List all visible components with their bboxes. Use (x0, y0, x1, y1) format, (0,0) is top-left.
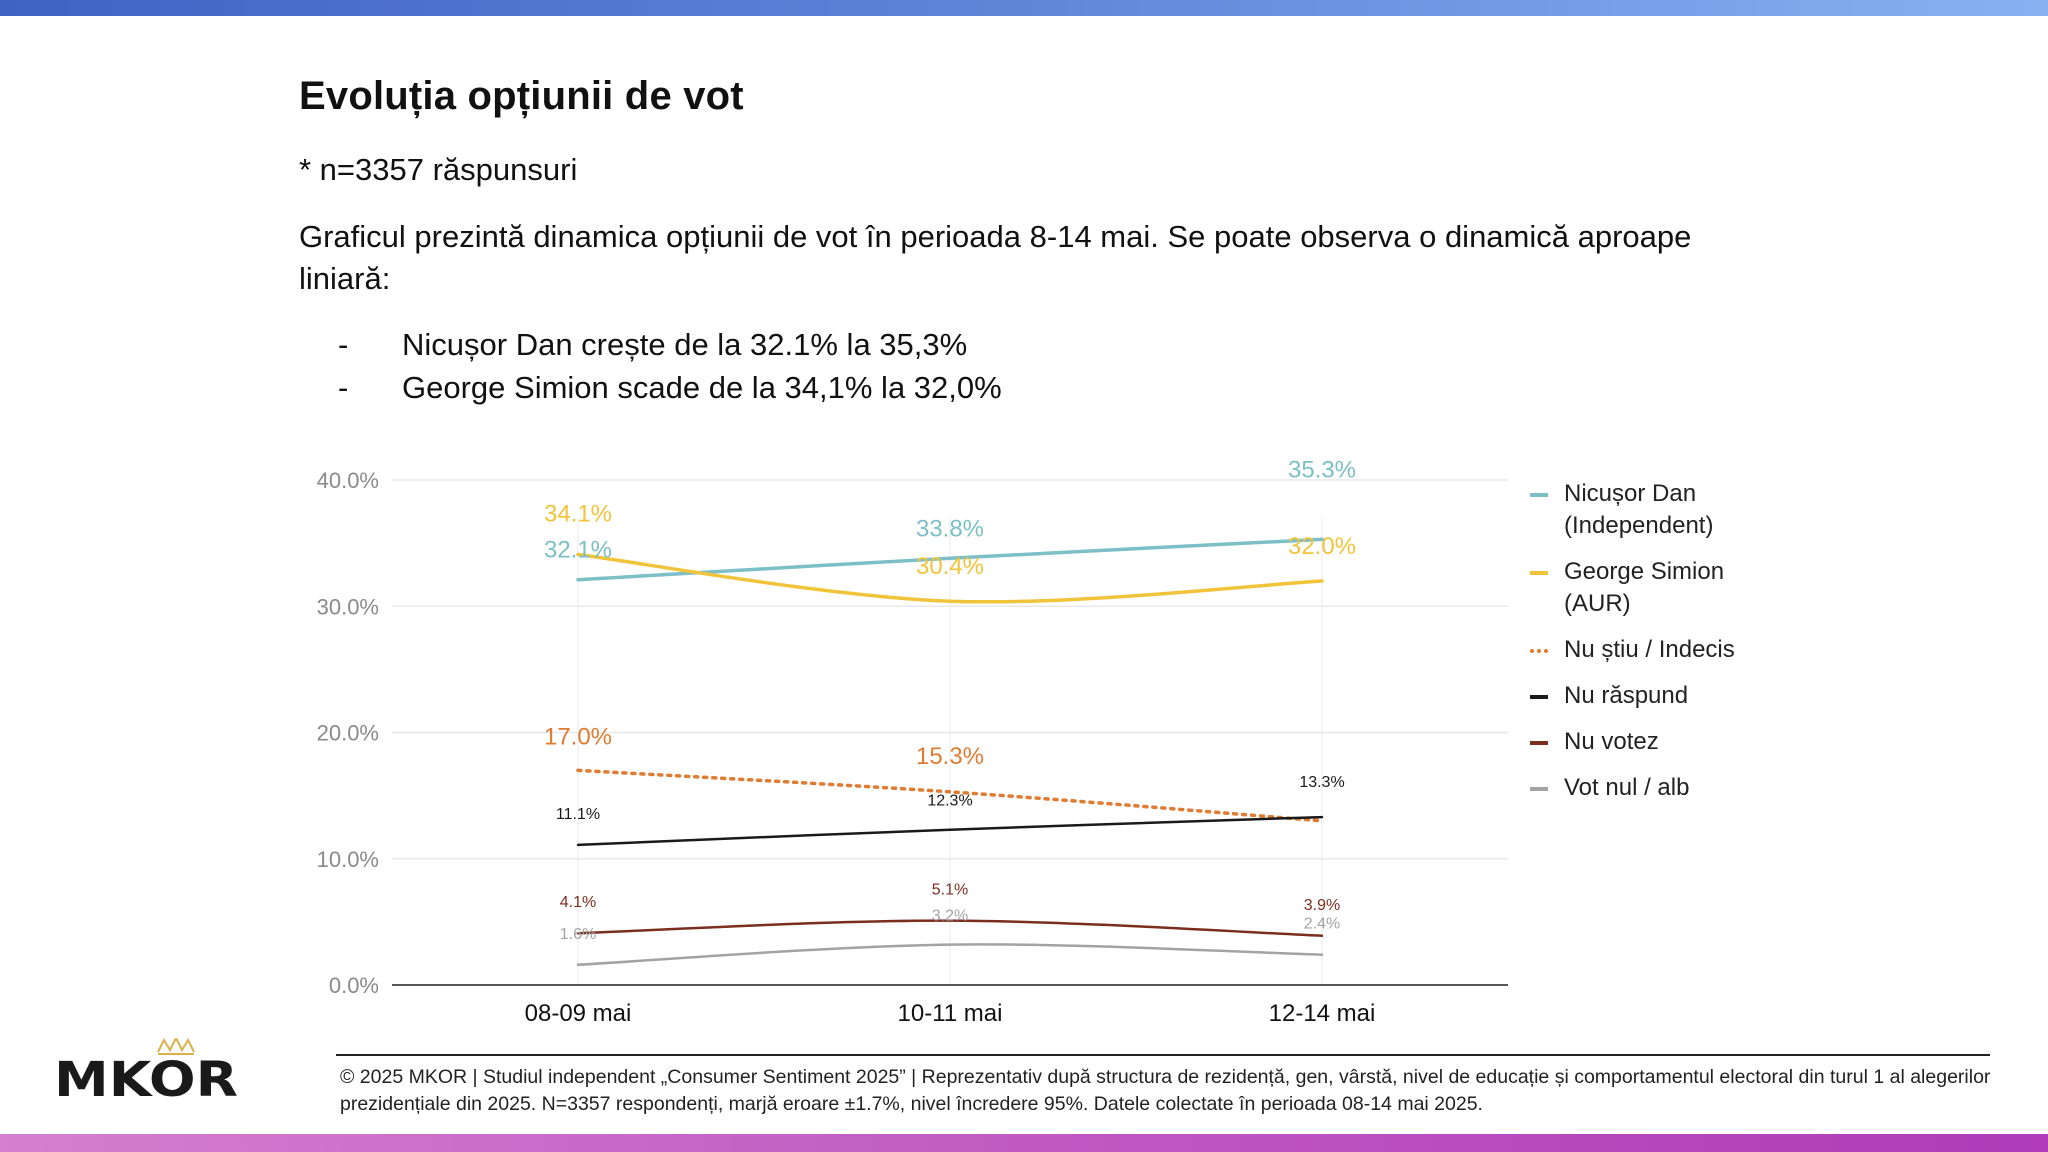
legend-label: George Simion (AUR) (1564, 558, 1725, 617)
y-tick-label: 20.0% (317, 721, 379, 746)
mkor-logo: MKOR (54, 1038, 238, 1102)
footnote: © 2025 MKOR | Studiul independent „Consu… (340, 1066, 1991, 1115)
legend-swatch (1530, 571, 1548, 575)
description: Graficul prezintă dinamica opțiunii de v… (299, 219, 1692, 296)
y-tick-label: 30.0% (317, 594, 379, 619)
legend-swatch (1530, 649, 1548, 653)
data-label: 11.1% (556, 806, 600, 823)
bullet-item: - Nicușor Dan crește de la 32.1% la 35,3… (338, 323, 1002, 366)
y-tick-label: 40.0% (317, 468, 379, 493)
data-label: 3.9% (1304, 897, 1340, 914)
bullet-text: George Simion scade de la 34,1% la 32,0% (402, 369, 1002, 405)
data-label: 2.4% (1304, 916, 1340, 933)
bullet-text: Nicușor Dan crește de la 32.1% la 35,3% (402, 326, 968, 362)
legend-swatch (1530, 741, 1548, 745)
bottom-accent-bar (0, 1134, 2048, 1152)
crown-icon (157, 1038, 195, 1055)
series-line (576, 537, 1324, 582)
sample-size: * n=3357 răspunsuri (299, 152, 578, 187)
data-label: 32.0% (1288, 533, 1356, 560)
series-line (576, 768, 1324, 823)
bullet-dash: - (338, 326, 349, 362)
legend-label: Nu răspund (1564, 682, 1689, 709)
bullet-item: - George Simion scade de la 34,1% la 32,… (338, 366, 1002, 409)
series-line (576, 919, 1324, 938)
series-line (576, 552, 1324, 604)
x-tick-label: 10-11 mai (898, 1000, 1003, 1027)
data-label: 32.1% (544, 537, 612, 564)
data-label: 3.2% (932, 908, 968, 925)
top-accent-bar (0, 0, 2048, 16)
legend-item: Nu știu / Indecis (1530, 634, 1794, 666)
legend-label: Vot nul / alb (1564, 774, 1690, 801)
data-label: 13.3% (1299, 774, 1344, 791)
x-tick-label: 12-14 mai (1269, 1000, 1376, 1027)
chart-legend: Nicușor Dan (Independent) George Simion … (1530, 478, 1794, 818)
y-tick-label: 10.0% (317, 847, 379, 872)
legend-swatch (1530, 695, 1548, 699)
data-label: 5.1% (932, 882, 968, 899)
page-title: Evoluția opțiunii de vot (299, 74, 744, 118)
legend-item: Nicușor Dan (Independent) (1530, 478, 1794, 542)
footer-divider (336, 1054, 1990, 1056)
bullet-list: - Nicușor Dan crește de la 32.1% la 35,3… (338, 323, 1002, 409)
legend-swatch (1530, 493, 1548, 497)
data-label: 4.1% (560, 894, 596, 911)
x-tick-label: 08-09 mai (525, 1000, 632, 1027)
legend-item: Nu votez (1530, 726, 1794, 758)
logo-text: MKOR (54, 1052, 238, 1102)
series-line (576, 815, 1324, 847)
data-label: 33.8% (916, 515, 984, 542)
legend-item: George Simion (AUR) (1530, 556, 1794, 620)
data-label: 17.0% (544, 723, 612, 750)
data-label: 1.6% (560, 926, 596, 943)
legend-swatch (1530, 787, 1548, 791)
data-label: 34.1% (544, 500, 612, 527)
series-line (576, 943, 1324, 967)
legend-label: Nicușor Dan (Independent) (1564, 480, 1714, 539)
data-label: 15.3% (916, 743, 984, 770)
legend-item: Vot nul / alb (1530, 772, 1794, 804)
bullet-dash: - (338, 369, 349, 405)
data-label: 35.3% (1288, 456, 1356, 483)
legend-item: Nu răspund (1530, 680, 1794, 712)
legend-label: Nu votez (1564, 728, 1659, 755)
y-tick-label: 0.0% (329, 973, 379, 998)
legend-label: Nu știu / Indecis (1564, 636, 1735, 663)
data-label: 12.3% (927, 793, 972, 810)
data-label: 30.4% (916, 553, 984, 580)
